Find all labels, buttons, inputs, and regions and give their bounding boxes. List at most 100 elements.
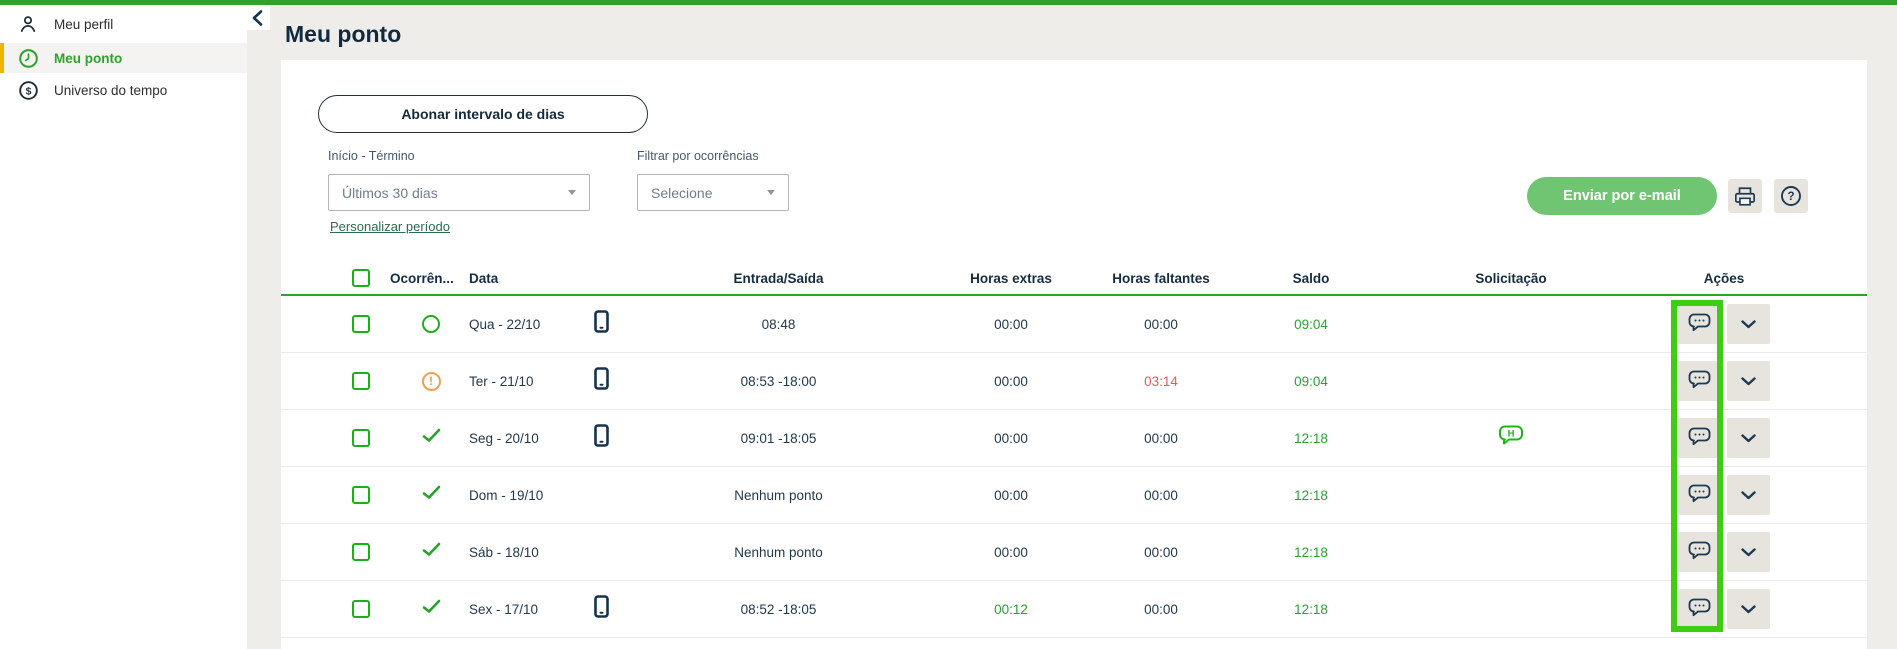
abonar-interval-button[interactable]: Abonar intervalo de dias [318,95,648,133]
top-accent-bar [0,0,1897,5]
svg-text:H: H [1508,429,1515,440]
missing-hours-value: 00:00 [1144,601,1178,617]
sidebar-item-meu-ponto[interactable]: Meu ponto [0,43,247,73]
send-email-button[interactable]: Enviar por e-mail [1527,177,1717,215]
table-row: Sáb - 18/10 Nenhum ponto 00:00 00:00 12:18 [281,524,1867,581]
period-select[interactable]: Últimos 30 dias [328,174,590,211]
sidebar-item-meu-perfil[interactable]: Meu perfil [0,9,247,39]
balance-value: 09:04 [1294,316,1328,332]
mobile-device-icon [593,424,609,452]
chevron-down-icon [767,190,775,195]
missing-hours-value: 00:00 [1144,430,1178,446]
comment-button[interactable] [1678,532,1721,572]
col-header-actions: Ações [1703,270,1745,286]
missing-hours-value: 00:00 [1144,487,1178,503]
col-header-date: Data [469,270,499,286]
balance-value: 12:18 [1294,487,1328,503]
customize-period-link[interactable]: Personalizar período [330,219,450,234]
col-header-request: Solicitação [1475,270,1547,286]
table-row: Sex - 17/10 08:52 -18:05 00:12 00:00 12:18 [281,581,1867,638]
chat-bubble-icon [1688,597,1711,621]
overtime-value: 00:00 [994,544,1028,560]
entry-exit-value: 08:52 -18:05 [740,601,817,617]
occurrence-warning-icon: ! [421,371,441,391]
row-checkbox[interactable] [352,372,370,390]
balance-value: 12:18 [1294,544,1328,560]
sidebar-item-universo-do-tempo[interactable]: $ Universo do tempo [0,75,247,105]
chevron-left-icon [252,9,263,26]
col-header-missing: Horas faltantes [1112,270,1210,286]
page-title: Meu ponto [285,21,402,47]
row-checkbox[interactable] [352,429,370,447]
chevron-down-icon [1741,317,1756,332]
table-row: Dom - 19/10 Nenhum ponto 00:00 00:00 12:18 [281,467,1867,524]
chat-bubble-icon [1688,312,1711,336]
entry-exit-value: Nenhum ponto [734,544,823,560]
chevron-down-icon [568,190,576,195]
table-body: Qua - 22/10 08:48 00:00 00:00 09:04! Ter - 21… [281,296,1867,649]
row-date: Sáb - 18/10 [469,544,539,560]
row-checkbox[interactable] [352,315,370,333]
expand-row-button[interactable] [1727,361,1770,401]
mobile-device-icon [593,367,609,395]
overtime-value: 00:12 [994,601,1028,617]
expand-row-button[interactable] [1727,589,1770,629]
row-checkbox[interactable] [352,543,370,561]
period-select-value: Últimos 30 dias [342,184,438,201]
sidebar-item-label: Meu ponto [54,50,123,66]
comment-button[interactable] [1678,418,1721,458]
overtime-value: 00:00 [994,316,1028,332]
comment-button[interactable] [1678,589,1721,629]
overtime-value: 00:00 [994,487,1028,503]
svg-text:$: $ [25,85,31,97]
occurrence-ok-icon [422,542,441,562]
main-content: Meu ponto Abonar intervalo de dias Iníci… [247,5,1897,649]
sidebar-collapse-button[interactable] [245,5,270,30]
chat-bubble-icon [1688,540,1711,564]
occurrence-ok-icon [422,599,441,619]
dollar-icon: $ [17,79,39,101]
row-date: Seg - 20/10 [469,430,539,446]
row-checkbox[interactable] [352,600,370,618]
entry-exit-value: 08:48 [761,316,796,332]
overtime-value: 00:00 [994,373,1028,389]
person-icon [17,13,39,35]
chat-bubble-icon [1688,369,1711,393]
expand-row-button[interactable] [1727,475,1770,515]
comment-button[interactable] [1678,304,1721,344]
sidebar-item-label: Universo do tempo [54,82,168,98]
chevron-down-icon [1741,602,1756,617]
table-row: Seg - 20/10 09:01 -18:05 00:00 00:00 12:18 H [281,410,1867,467]
table-row: ! Ter - 21/10 08:53 -18:00 00:00 03:14 09:04 [281,353,1867,410]
occurrence-select[interactable]: Selecione [637,174,789,211]
comment-button[interactable] [1678,475,1721,515]
occurrence-filter-label: Filtrar por ocorrências [637,149,759,163]
col-header-occurrence: Ocorrên... [390,270,454,286]
sidebar: Meu perfil Meu ponto $ Universo do tempo [0,5,247,649]
row-date: Ter - 21/10 [469,373,534,389]
row-checkbox[interactable] [352,486,370,504]
expand-row-button[interactable] [1727,304,1770,344]
overtime-value: 00:00 [994,430,1028,446]
question-icon: ? [1781,186,1801,206]
period-filter-label: Início - Término [328,149,415,163]
missing-hours-value: 03:14 [1144,373,1178,389]
col-header-entry-exit: Entrada/Saída [733,270,824,286]
balance-value: 09:04 [1294,373,1328,389]
request-bubble-icon: H [1498,424,1524,452]
print-button[interactable] [1728,179,1762,213]
expand-row-button[interactable] [1727,532,1770,572]
content-card: Abonar intervalo de dias Início - Términ… [281,60,1867,649]
missing-hours-value: 00:00 [1144,544,1178,560]
balance-value: 12:18 [1294,601,1328,617]
entry-exit-value: 08:53 -18:00 [740,373,817,389]
expand-row-button[interactable] [1727,418,1770,458]
mobile-device-icon [593,595,609,623]
select-all-checkbox[interactable] [352,269,370,287]
help-button[interactable]: ? [1774,179,1808,213]
table-row-partial [281,638,1867,649]
printer-icon [1735,186,1755,206]
occurrence-select-value: Selecione [651,184,713,201]
comment-button[interactable] [1678,361,1721,401]
chevron-down-icon [1741,488,1756,503]
